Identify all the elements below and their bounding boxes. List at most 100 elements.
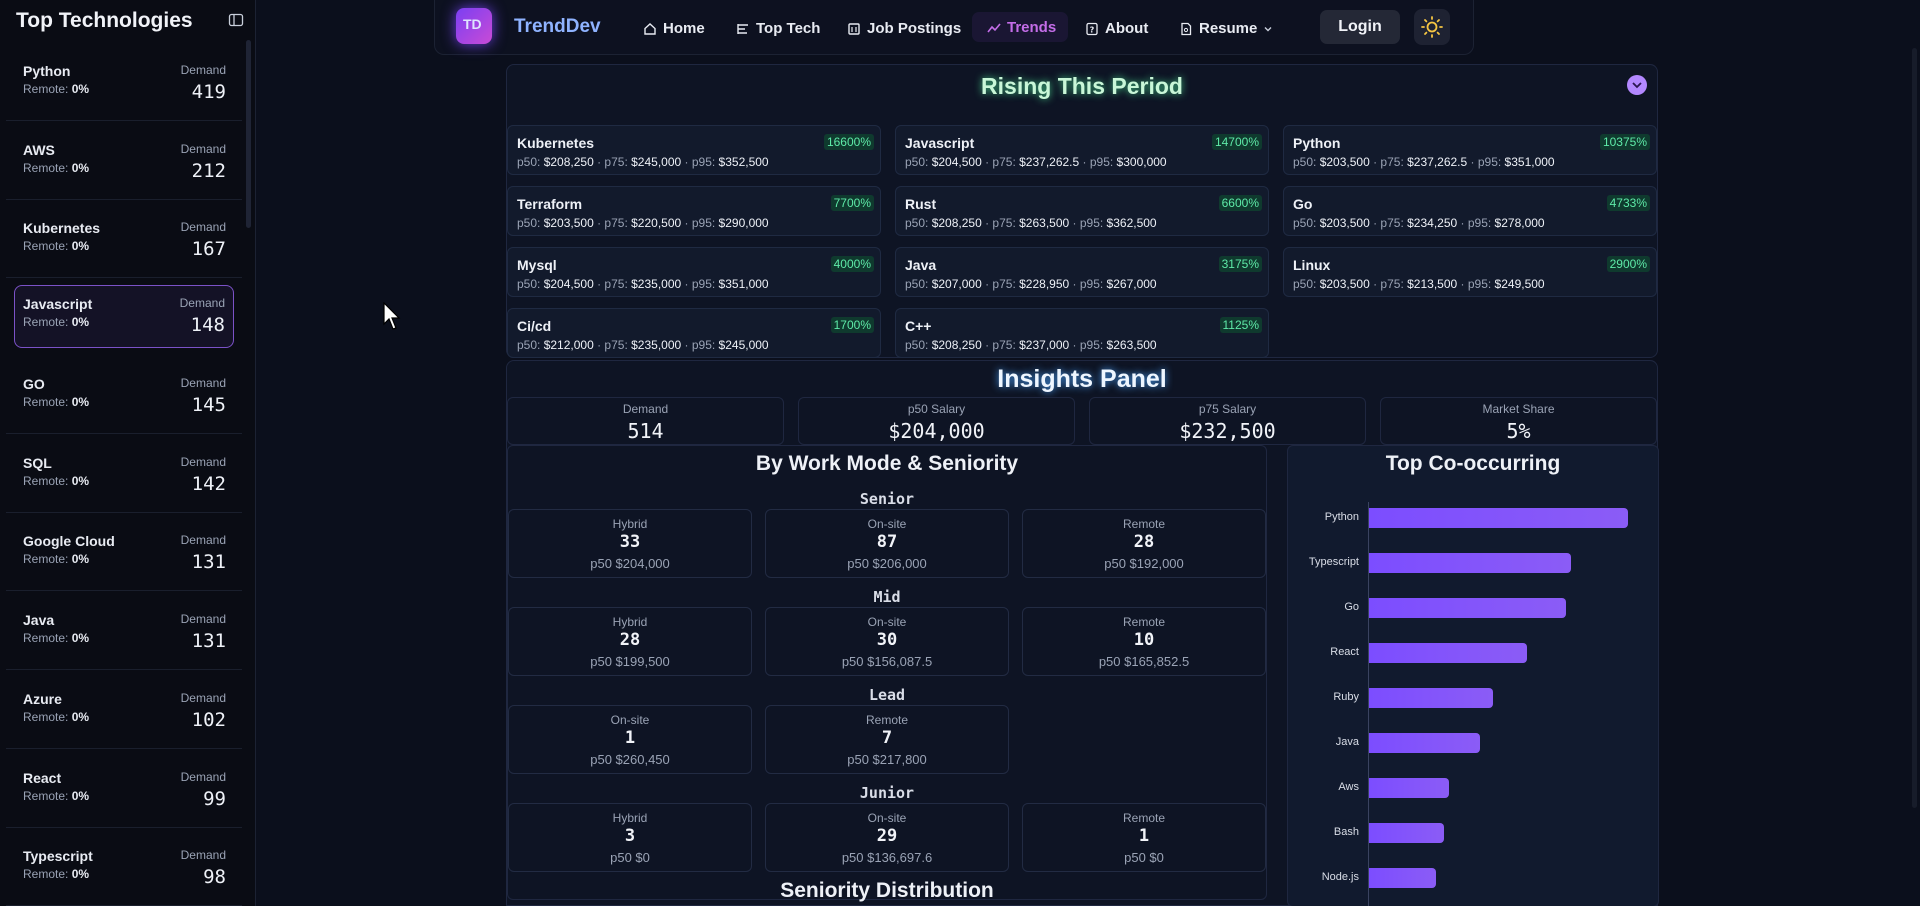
chevron-down-icon [1632,82,1642,89]
chart-category-label: Bash [1333,826,1359,838]
nav-resume[interactable]: Resume [1179,20,1273,37]
tech-card[interactable]: Typescript Remote: 0% Demand 98 [6,829,242,906]
rising-title: Rising This Period [981,73,1183,99]
rising-card[interactable]: C++ 1125% p50: $208,250 · p75: $237,000 · … [895,308,1269,358]
chart-bar[interactable] [1369,868,1437,888]
rising-card[interactable]: Mysql 4000% p50: $204,500 · p75: $235,000 … [507,247,881,297]
nav-top-tech[interactable]: Top Tech [736,20,820,37]
brand-name[interactable]: TrendDev [514,16,601,37]
demand-value: 145 [191,394,226,417]
chart-bar[interactable] [1369,508,1628,528]
tech-remote: Remote: 0% [23,631,89,645]
rising-card[interactable]: Linux 2900% p50: $203,500 · p75: $213,500 … [1283,247,1657,297]
sidebar-scrollbar[interactable] [246,40,251,228]
tech-card[interactable]: Python Remote: 0% Demand 419 [6,44,242,121]
sidebar-toggle-icon[interactable] [228,12,244,28]
tech-card[interactable]: Azure Remote: 0% Demand 102 [6,672,242,749]
logo[interactable]: TD [456,8,492,44]
tech-name: AWS [23,141,55,158]
rising-card[interactable]: Javascript 14700% p50: $204,500 · p75: $23… [895,125,1269,175]
demand-label: Demand [180,848,226,863]
nav-job-postings[interactable]: Job Postings [847,20,961,37]
rising-card[interactable]: Ci/cd 1700% p50: $212,000 · p75: $235,000 … [507,308,881,358]
nav-job-postings-label: Job Postings [867,20,962,37]
collapse-button[interactable] [1627,75,1647,95]
rising-card[interactable]: Kubernetes 16600% p50: $208,250 · p75: $24… [507,125,881,175]
work-mode-count: 3 [624,826,636,846]
remote-label: Remote: [23,473,69,488]
seniority-label: Mid [873,588,901,606]
remote-value: 0% [71,788,90,803]
nav-trends[interactable]: Trends [987,19,1056,36]
rising-growth-badge: 4733% [1606,195,1650,211]
rising-tech-name: C++ [905,318,932,334]
demand-value: 419 [191,81,226,103]
rising-tech-name: Rust [905,196,937,212]
chart-bar[interactable] [1369,688,1494,708]
tech-name: Java [23,612,55,629]
mouse-cursor-icon [383,302,401,330]
tech-remote: Remote: 0% [23,239,89,253]
salary-p50: $204,500 [931,155,982,169]
nav-about[interactable]: ? About [1085,20,1148,37]
rising-card[interactable]: Python 10375% p50: $203,500 · p75: $237,26… [1283,125,1657,175]
salary-p75: $228,950 [1019,277,1070,291]
chart-category-label: Node.js [1321,871,1359,883]
demand-label: Demand [179,296,225,311]
sidebar-title: Top Technologies [16,9,193,32]
work-mode-p50: p50 $0 [1124,850,1164,865]
tech-card[interactable]: AWS Remote: 0% Demand 212 [6,123,242,200]
rising-salary-line: p50: $203,500 · p75: $213,500 · p95: $24… [1293,277,1545,291]
remote-label: Remote: [23,160,69,175]
svg-text:?: ? [1090,25,1095,34]
salary-p95: $351,000 [1504,155,1555,169]
tech-card[interactable]: Java Remote: 0% Demand 131 [6,593,242,671]
salary-p50: $203,500 [1319,216,1370,230]
nav-home[interactable]: Home [643,20,705,37]
salary-p75: $237,000 [1019,338,1070,352]
rising-card[interactable]: Rust 6600% p50: $208,250 · p75: $263,500 ·… [895,186,1269,236]
tech-card[interactable]: Javascript Remote: 0% Demand 148 [14,285,234,349]
demand-value: 98 [203,866,226,889]
kpi-card: p75 Salary $232,500 [1089,397,1366,445]
chart-bar[interactable] [1369,553,1572,573]
trend-icon [987,22,1001,32]
list-icon [737,23,748,34]
tech-card[interactable]: React Remote: 0% Demand 99 [6,751,242,828]
salary-p50: $208,250 [931,216,982,230]
nav-about-label: About [1105,20,1149,37]
salary-p75: $220,500 [631,216,682,230]
tech-card[interactable]: SQL Remote: 0% Demand 142 [6,436,242,513]
rising-growth-badge: 2900% [1606,256,1650,272]
work-mode-p50: p50 $192,000 [1104,556,1184,571]
chart-bar[interactable] [1369,778,1450,798]
salary-p95: $278,000 [1494,216,1545,230]
kpi-label: Market Share [1482,402,1555,416]
rising-growth-badge: 16600% [823,134,874,150]
login-button[interactable]: Login [1320,10,1400,44]
tech-card[interactable]: GO Remote: 0% Demand 145 [6,357,242,435]
rising-card[interactable]: Terraform 7700% p50: $203,500 · p75: $220,… [507,186,881,236]
tech-card[interactable]: Kubernetes Remote: 0% Demand 167 [6,201,242,279]
theme-toggle-button[interactable] [1414,9,1450,45]
rising-card[interactable]: Java 3175% p50: $207,000 · p75: $228,950 ·… [895,247,1269,297]
work-mode-p50: p50 $217,800 [847,752,927,767]
rising-card[interactable]: Go 4733% p50: $203,500 · p75: $234,250 · p… [1283,186,1657,236]
logo-text: TD [463,16,482,32]
seniority-label: Lead [868,686,906,704]
work-mode-card: On-site 29 p50 $136,697.6 [765,803,1009,872]
work-mode-count: 7 [881,728,893,748]
rising-salary-line: p50: $203,500 · p75: $237,262.5 · p95: $… [1293,155,1555,169]
page-scrollbar[interactable] [1912,48,1917,808]
chart-bar[interactable] [1369,643,1527,663]
chart-bar[interactable] [1369,733,1481,753]
chart-bar[interactable] [1369,598,1566,618]
kpi-card: Market Share 5% [1380,397,1657,445]
work-mode: Remote [1122,615,1166,629]
work-mode: On-site [867,615,907,629]
remote-value: 0% [71,160,90,175]
rising-growth-badge: 4000% [830,256,874,272]
tech-card[interactable]: Google Cloud Remote: 0% Demand 131 [6,514,242,592]
chart-bar[interactable] [1369,823,1445,843]
remote-label: Remote: [23,239,69,254]
